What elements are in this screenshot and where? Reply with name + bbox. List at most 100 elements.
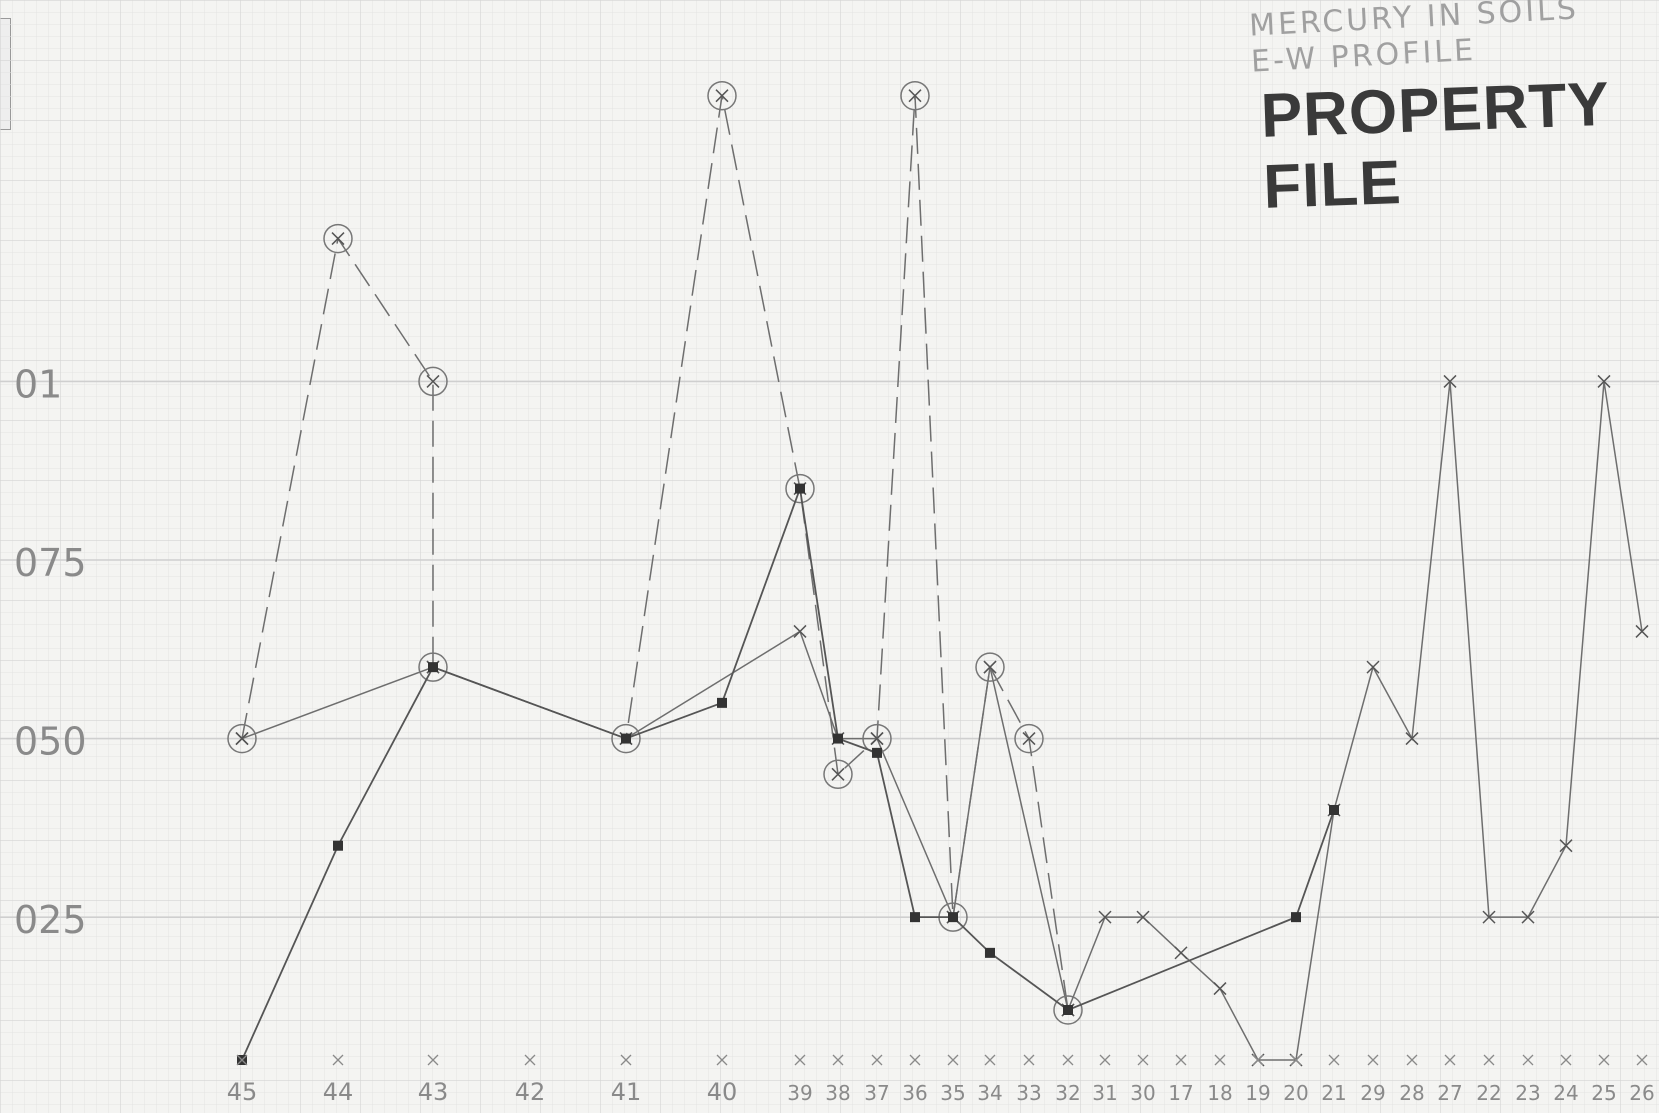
x-baseline-mark <box>716 1054 728 1066</box>
data-point-square <box>1063 1005 1073 1015</box>
x-baseline-mark <box>1444 1054 1456 1066</box>
data-point-circled-x <box>900 80 930 111</box>
x-tick-label: 39 <box>787 1081 812 1105</box>
x-tick-label: 30 <box>1130 1081 1155 1105</box>
x-baseline-mark <box>1328 1054 1340 1066</box>
x-baseline-mark <box>1252 1054 1264 1066</box>
x-tick-label: 42 <box>515 1078 546 1106</box>
data-point-x <box>1213 982 1227 996</box>
data-point-square <box>833 733 843 744</box>
x-baseline-mark <box>427 1054 439 1066</box>
x-baseline-mark <box>909 1054 921 1066</box>
data-point-square <box>621 733 631 744</box>
x-tick-label: 21 <box>1321 1081 1346 1105</box>
x-tick-label: 44 <box>323 1078 354 1106</box>
series-line <box>241 381 1643 1061</box>
data-point-circled-x <box>323 223 353 254</box>
data-point-x <box>1559 839 1573 853</box>
series-lines <box>227 80 1649 1067</box>
x-tick-label: 41 <box>611 1078 642 1106</box>
x-baseline-mark <box>1598 1054 1610 1066</box>
data-point-circled-x <box>707 80 737 111</box>
x-tick-label: 45 <box>227 1078 258 1106</box>
x-baseline-mark <box>1367 1054 1379 1066</box>
x-tick-labels: 45 44 43 42 41 40 39 38 37 36 35 34 33 32 31 30 17 18 19 20… <box>227 1078 1655 1106</box>
x-tick-label: 34 <box>977 1081 1002 1105</box>
data-point-x <box>1098 910 1112 924</box>
data-point-x <box>793 624 807 638</box>
x-baseline-mark <box>1522 1054 1534 1066</box>
data-point-square <box>428 662 438 673</box>
x-baseline-mark <box>236 1054 248 1066</box>
x-baseline-mark <box>1023 1054 1035 1066</box>
x-tick-label: 33 <box>1016 1081 1041 1105</box>
x-tick-label: 40 <box>707 1078 738 1106</box>
y-tick-label: 025 <box>14 898 87 942</box>
x-baseline-mark <box>832 1054 844 1066</box>
x-tick-label: 19 <box>1245 1081 1270 1105</box>
data-point-circled-x <box>418 366 448 397</box>
x-baseline-mark <box>1175 1054 1187 1066</box>
x-tick-label: 22 <box>1476 1081 1501 1105</box>
x-baseline-mark <box>620 1054 632 1066</box>
x-tick-label: 35 <box>940 1081 965 1105</box>
data-point-square <box>872 747 882 758</box>
data-point-circled-x <box>823 759 853 790</box>
data-point-circled-x <box>975 652 1005 682</box>
data-point-square <box>1329 805 1339 815</box>
data-point-square <box>1291 912 1301 923</box>
data-point-x <box>1136 910 1150 924</box>
series-3 <box>237 483 1339 1065</box>
x-baseline-mark <box>1062 1054 1074 1066</box>
data-point-square <box>910 912 920 923</box>
x-baseline-mark <box>1483 1054 1495 1066</box>
x-baseline-mark <box>524 1054 536 1066</box>
x-tick-label: 17 <box>1168 1081 1193 1105</box>
property-file-stamp: PROPERTY FILE <box>1259 69 1610 222</box>
y-tick-labels: 01 075 050 025 <box>14 362 87 942</box>
x-tick-label: 23 <box>1515 1081 1540 1105</box>
x-tick-label: 43 <box>418 1078 449 1106</box>
data-point-x <box>1366 660 1380 674</box>
x-baseline-mark <box>1099 1054 1111 1066</box>
data-point-x <box>1405 732 1419 746</box>
x-tick-label: 24 <box>1553 1081 1578 1105</box>
x-baseline-mark <box>871 1054 883 1066</box>
x-baseline-mark <box>1137 1054 1149 1066</box>
data-point-x <box>1174 946 1188 960</box>
x-baseline-mark <box>984 1054 996 1066</box>
x-tick-label: 37 <box>864 1081 889 1105</box>
x-tick-label: 36 <box>902 1081 927 1105</box>
x-tick-label: 20 <box>1283 1081 1308 1105</box>
x-baseline-marks <box>236 1054 1648 1066</box>
x-tick-label: 25 <box>1591 1081 1616 1105</box>
x-tick-label: 32 <box>1055 1081 1080 1105</box>
data-point-circled-x <box>227 723 257 754</box>
x-tick-label: 26 <box>1629 1081 1654 1105</box>
x-tick-label: 38 <box>825 1081 850 1105</box>
y-tick-label: 075 <box>14 541 87 585</box>
x-tick-label: 31 <box>1092 1081 1117 1105</box>
x-baseline-mark <box>794 1054 806 1066</box>
x-baseline-mark <box>1290 1054 1302 1066</box>
x-baseline-mark <box>1560 1054 1572 1066</box>
data-point-x <box>1521 910 1535 924</box>
data-point-circled-x <box>1014 723 1044 754</box>
x-tick-label: 18 <box>1207 1081 1232 1105</box>
x-baseline-mark <box>1406 1054 1418 1066</box>
x-baseline-mark <box>947 1054 959 1066</box>
x-tick-label: 29 <box>1360 1081 1385 1105</box>
data-point-x <box>1443 374 1457 388</box>
data-point-x <box>1482 910 1496 924</box>
data-point-x <box>1597 374 1611 388</box>
data-point-square <box>985 947 995 958</box>
x-tick-label: 27 <box>1437 1081 1462 1105</box>
data-point-square <box>717 697 727 708</box>
series-line <box>241 488 1335 1061</box>
x-baseline-mark <box>1214 1054 1226 1066</box>
data-point-square <box>333 840 343 851</box>
x-tick-label: 28 <box>1399 1081 1424 1105</box>
series-line <box>241 95 1069 1011</box>
data-point-x <box>1635 624 1649 638</box>
